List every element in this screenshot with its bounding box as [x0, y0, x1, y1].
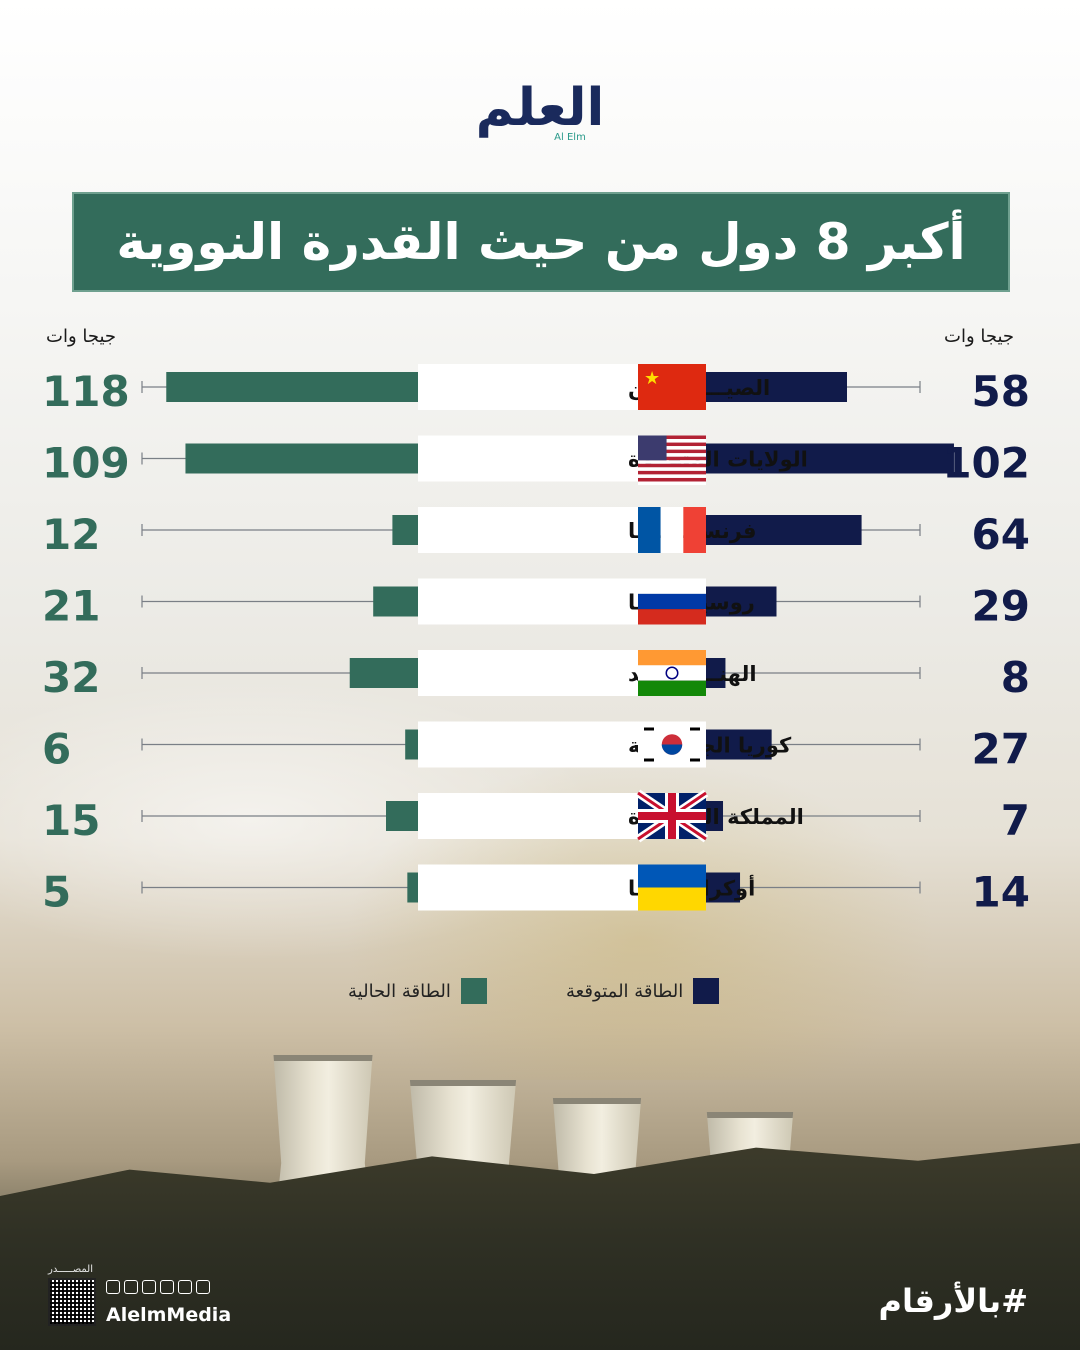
value-label-current: 21 — [42, 582, 100, 631]
hills-background — [0, 1143, 1080, 1350]
uk-flag — [635, 789, 709, 843]
telegram-icon[interactable] — [196, 1280, 210, 1294]
value-label-projected: 102 — [942, 439, 1030, 488]
china-flag: ★ — [638, 364, 706, 410]
country-label-box — [418, 435, 638, 482]
country-label-box — [418, 364, 638, 410]
bar-current — [386, 801, 418, 831]
bar-projected — [706, 372, 847, 402]
value-label-current: 6 — [42, 725, 71, 774]
bar-projected — [706, 443, 954, 474]
bar-current — [392, 515, 418, 545]
instagram-icon[interactable] — [124, 1280, 138, 1294]
bar-projected — [706, 872, 741, 903]
logo-arabic: العلم — [475, 78, 605, 138]
usa-flag — [638, 435, 706, 486]
bar-current — [166, 372, 418, 402]
value-label-current: 32 — [42, 653, 100, 702]
source-label: المصـــــدر — [48, 1264, 94, 1275]
value-label-projected: 64 — [972, 510, 1030, 559]
brand-logo: العلم Al Elm — [0, 78, 1080, 143]
hashtag[interactable]: #بالأرقام — [878, 1282, 1028, 1320]
bar-current — [405, 729, 418, 760]
value-label-current: 118 — [42, 367, 130, 416]
logo-latin: Al Elm — [554, 132, 586, 143]
value-label-projected: 8 — [1001, 653, 1030, 702]
facebook-icon[interactable] — [106, 1280, 120, 1294]
social-handle[interactable]: AlelmMedia — [106, 1304, 232, 1326]
bar-projected — [706, 729, 772, 760]
country-label-box — [418, 793, 638, 839]
value-label-projected: 14 — [972, 868, 1030, 917]
bar-projected — [706, 515, 862, 545]
legend-current-swatch — [460, 978, 487, 1004]
bar-projected — [706, 801, 724, 831]
legend-projected: الطاقة المتوقعة — [566, 976, 720, 1006]
value-label-current: 5 — [42, 868, 71, 917]
bar-projected — [706, 586, 777, 617]
india-flag — [638, 650, 706, 696]
country-label-box — [418, 578, 638, 625]
bar-projected — [706, 658, 726, 688]
x-icon[interactable] — [178, 1280, 192, 1294]
bar-current — [185, 443, 418, 474]
snapchat-icon[interactable] — [160, 1280, 174, 1294]
legend-current-label: الطاقة الحالية — [348, 980, 451, 1002]
background-haze — [0, 620, 1080, 1080]
country-label-box — [418, 721, 638, 768]
svg-text:★: ★ — [644, 368, 660, 389]
linkedin-icon[interactable] — [142, 1280, 156, 1294]
social-icons — [106, 1280, 210, 1294]
value-label-projected: 29 — [972, 582, 1030, 631]
value-label-projected: 27 — [972, 725, 1030, 774]
bar-current — [349, 658, 418, 688]
value-label-projected: 7 — [1001, 796, 1030, 845]
qr-code[interactable] — [48, 1278, 96, 1326]
unit-label-right: جيجا وات — [944, 326, 1015, 347]
title-banner: أكبر 8 دول من حيث القدرة النووية — [72, 192, 1010, 292]
south-korea-flag — [638, 721, 706, 768]
bar-current — [407, 872, 418, 903]
value-label-current: 109 — [42, 439, 130, 488]
value-label-current: 12 — [42, 510, 100, 559]
legend-projected-label: الطاقة المتوقعة — [566, 980, 684, 1002]
ukraine-flag — [638, 864, 706, 911]
legend-current: الطاقة الحالية — [348, 976, 487, 1006]
bar-current — [373, 586, 418, 617]
country-label-box — [418, 650, 638, 696]
legend-projected-swatch — [693, 978, 720, 1004]
country-label-box — [418, 864, 638, 911]
value-label-projected: 58 — [972, 367, 1030, 416]
country-label-box — [418, 507, 638, 553]
chart-title: أكبر 8 دول من حيث القدرة النووية — [116, 213, 966, 271]
unit-label-left: جيجا وات — [46, 326, 117, 347]
russia-flag — [638, 578, 706, 625]
value-label-current: 15 — [42, 796, 100, 845]
france-flag — [638, 507, 706, 553]
